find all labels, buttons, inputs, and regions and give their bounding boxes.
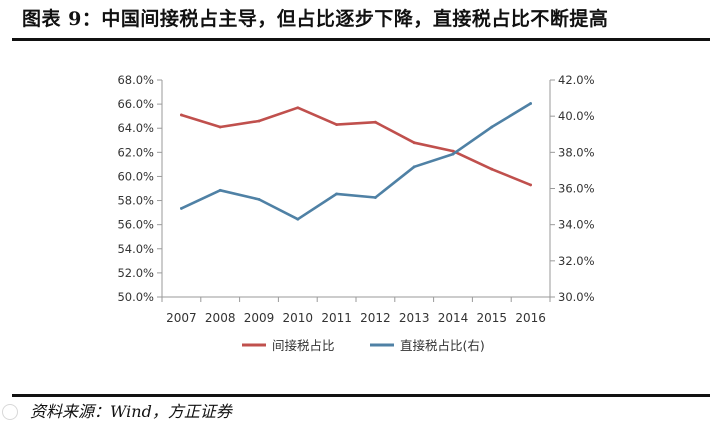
series-2-point bbox=[180, 206, 183, 210]
series-1-point bbox=[374, 120, 377, 124]
legend-label-2: 直接税占比(右) bbox=[400, 338, 485, 353]
left-tick-label: 54.0% bbox=[117, 242, 154, 256]
figure-title: 图表 9：中国间接税占主导，但占比逐步下降，直接税占比不断提高 bbox=[22, 8, 609, 30]
source-divider bbox=[12, 394, 710, 397]
x-tick-label: 2007 bbox=[166, 311, 197, 325]
series-1-point bbox=[257, 119, 261, 123]
right-tick-label: 34.0% bbox=[558, 218, 595, 232]
right-tick-label: 30.0% bbox=[558, 290, 595, 304]
left-tick-label: 62.0% bbox=[117, 145, 154, 159]
x-tick-label: 2009 bbox=[244, 311, 275, 325]
watermark-icon bbox=[2, 404, 18, 420]
series-1-point bbox=[180, 113, 183, 117]
series-1-point bbox=[412, 141, 416, 145]
series-2-point bbox=[374, 196, 377, 199]
x-tick-label: 2016 bbox=[515, 311, 546, 325]
series-1-point bbox=[490, 167, 494, 171]
series-2-point bbox=[296, 217, 300, 221]
x-tick-label: 2008 bbox=[205, 311, 236, 325]
left-tick-label: 60.0% bbox=[117, 169, 154, 183]
series-1-point bbox=[335, 123, 338, 127]
source-note: 资料来源：Wind，方正证券 bbox=[30, 402, 232, 421]
right-tick-label: 42.0% bbox=[558, 73, 595, 87]
series-2-point bbox=[490, 125, 494, 129]
x-tick-label: 2012 bbox=[360, 311, 391, 325]
x-tick-label: 2014 bbox=[438, 311, 469, 325]
left-tick-label: 68.0% bbox=[117, 73, 154, 87]
series-2-point bbox=[529, 102, 532, 105]
series-2-point bbox=[257, 197, 261, 201]
x-tick-label: 2013 bbox=[399, 311, 430, 325]
left-tick-label: 58.0% bbox=[117, 194, 154, 208]
series-1-point bbox=[218, 125, 222, 129]
right-tick-label: 38.0% bbox=[558, 145, 595, 159]
legend-label-1: 间接税占比 bbox=[272, 338, 335, 353]
series-1-point bbox=[529, 183, 532, 187]
series-line-2 bbox=[180, 102, 532, 221]
series-1-point bbox=[451, 149, 455, 153]
left-tick-label: 56.0% bbox=[117, 218, 154, 232]
left-tick-label: 64.0% bbox=[117, 121, 154, 135]
right-tick-label: 40.0% bbox=[558, 109, 595, 123]
left-tick-label: 66.0% bbox=[117, 97, 154, 111]
title-divider bbox=[12, 38, 710, 41]
left-tick-label: 52.0% bbox=[117, 266, 154, 280]
left-tick-label: 50.0% bbox=[117, 290, 154, 304]
series-line-1 bbox=[180, 106, 532, 187]
right-tick-label: 36.0% bbox=[558, 182, 595, 196]
series-2-point bbox=[412, 165, 416, 169]
series-2-point bbox=[335, 192, 338, 196]
right-tick-label: 32.0% bbox=[558, 254, 595, 268]
x-tick-label: 2015 bbox=[477, 311, 508, 325]
x-tick-label: 2011 bbox=[321, 311, 352, 325]
series-2-point bbox=[218, 188, 222, 192]
series-2-point bbox=[451, 152, 455, 156]
series-1-point bbox=[296, 106, 300, 110]
x-tick-label: 2010 bbox=[283, 311, 314, 325]
